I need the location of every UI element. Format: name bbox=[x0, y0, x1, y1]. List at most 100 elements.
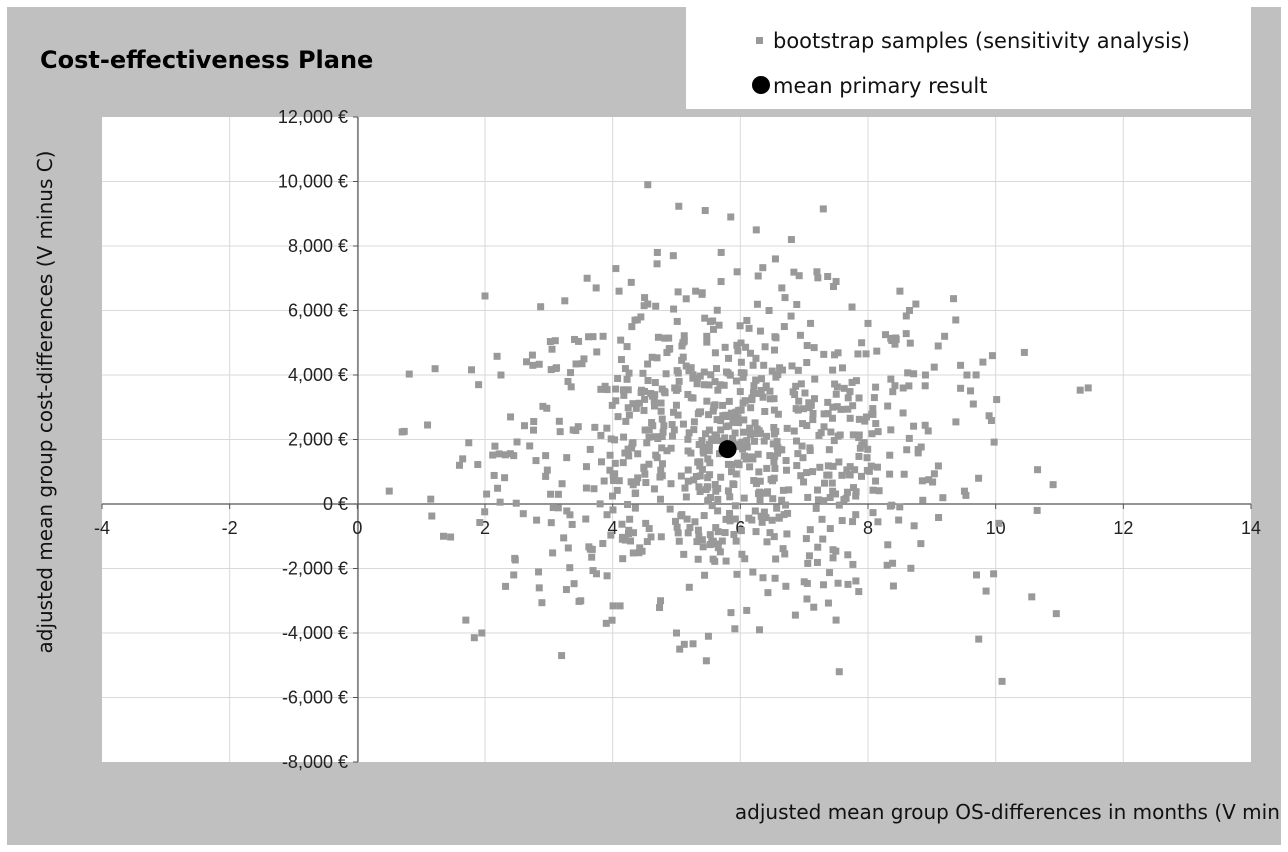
bootstrap-point bbox=[809, 416, 817, 424]
bootstrap-point bbox=[700, 381, 708, 389]
bootstrap-point bbox=[784, 509, 792, 517]
bootstrap-point bbox=[610, 477, 618, 485]
bootstrap-point bbox=[903, 446, 911, 454]
bootstrap-point bbox=[817, 429, 825, 437]
bootstrap-point bbox=[731, 440, 739, 448]
bootstrap-point bbox=[562, 586, 570, 594]
bootstrap-point bbox=[737, 358, 745, 366]
bootstrap-point bbox=[758, 489, 766, 497]
bootstrap-point bbox=[606, 466, 614, 474]
bootstrap-point bbox=[895, 516, 903, 524]
bootstrap-point bbox=[835, 501, 843, 509]
legend-entry-mean: mean primary result bbox=[773, 74, 988, 98]
bootstrap-point bbox=[754, 450, 762, 458]
bootstrap-point bbox=[586, 445, 594, 453]
bootstrap-point bbox=[607, 531, 615, 539]
bootstrap-point bbox=[674, 288, 682, 296]
bootstrap-point bbox=[704, 497, 712, 505]
bootstrap-point bbox=[746, 463, 754, 471]
bootstrap-point bbox=[735, 419, 743, 427]
bootstrap-point bbox=[979, 358, 987, 366]
bootstrap-point bbox=[617, 336, 625, 344]
bootstrap-point bbox=[669, 252, 677, 260]
bootstrap-point bbox=[759, 393, 767, 401]
bootstrap-point bbox=[869, 405, 877, 413]
bootstrap-point bbox=[803, 342, 811, 350]
bootstrap-point bbox=[752, 226, 760, 234]
bootstrap-point bbox=[636, 544, 644, 552]
bootstrap-point bbox=[900, 470, 908, 478]
bootstrap-point bbox=[872, 477, 880, 485]
bootstrap-point bbox=[551, 337, 559, 345]
bootstrap-point bbox=[782, 582, 790, 590]
bootstrap-point bbox=[385, 487, 393, 495]
bootstrap-point bbox=[663, 447, 671, 455]
bootstrap-point bbox=[867, 462, 875, 470]
bootstrap-point bbox=[831, 351, 839, 359]
bootstrap-point bbox=[828, 479, 836, 487]
bootstrap-point bbox=[615, 477, 623, 485]
bootstrap-point bbox=[657, 407, 665, 415]
bootstrap-point bbox=[493, 352, 501, 360]
bootstrap-point bbox=[675, 377, 683, 385]
bootstrap-point bbox=[631, 504, 639, 512]
bootstrap-point bbox=[899, 384, 907, 392]
bootstrap-point bbox=[787, 312, 795, 320]
bootstrap-point bbox=[654, 434, 662, 442]
bootstrap-point bbox=[844, 394, 852, 402]
bootstrap-point bbox=[761, 343, 769, 351]
bootstrap-point bbox=[698, 536, 706, 544]
bootstrap-point bbox=[673, 629, 680, 637]
bootstrap-point bbox=[519, 510, 527, 518]
bootstrap-point bbox=[829, 403, 837, 411]
bootstrap-point bbox=[623, 343, 631, 351]
tick-labels: -4-20246810121412,000 €10,000 €8,000 €6,… bbox=[94, 107, 1261, 772]
bootstrap-point bbox=[668, 432, 676, 440]
bootstrap-point bbox=[824, 272, 832, 280]
bootstrap-point bbox=[723, 413, 731, 421]
bootstrap-point bbox=[1034, 466, 1042, 474]
bootstrap-point bbox=[805, 552, 813, 560]
bootstrap-point bbox=[535, 360, 543, 368]
bootstrap-point bbox=[627, 478, 635, 486]
bootstrap-point bbox=[934, 342, 942, 350]
bootstrap-point bbox=[619, 386, 627, 394]
bootstrap-point bbox=[512, 499, 520, 507]
bootstrap-point bbox=[564, 377, 572, 385]
bootstrap-point bbox=[995, 519, 1003, 527]
bootstrap-point bbox=[705, 426, 713, 434]
bootstrap-point bbox=[572, 360, 580, 368]
bootstrap-point bbox=[869, 509, 877, 517]
bootstrap-point bbox=[910, 422, 918, 430]
x-tick-label: 12 bbox=[1113, 518, 1133, 538]
y-tick-label: 0 € bbox=[323, 494, 348, 514]
bootstrap-point bbox=[619, 459, 627, 467]
bootstrap-point bbox=[768, 367, 776, 375]
bootstrap-point bbox=[732, 377, 740, 385]
bootstrap-point bbox=[703, 397, 711, 405]
bootstrap-point bbox=[930, 470, 938, 478]
bootstrap-point bbox=[760, 508, 768, 516]
bootstrap-point bbox=[714, 507, 722, 515]
bootstrap-point bbox=[617, 356, 625, 364]
bootstrap-point bbox=[706, 471, 714, 479]
bootstrap-point bbox=[750, 382, 758, 390]
bootstrap-point bbox=[733, 570, 741, 578]
bootstrap-point bbox=[864, 445, 872, 453]
bootstrap-point bbox=[714, 485, 722, 493]
bootstrap-point bbox=[645, 426, 653, 434]
bootstrap-point bbox=[742, 455, 750, 463]
bootstrap-point bbox=[728, 468, 736, 476]
bootstrap-point bbox=[496, 498, 504, 506]
bootstrap-point bbox=[795, 272, 803, 280]
bootstrap-point bbox=[645, 525, 653, 533]
bootstrap-point bbox=[619, 533, 627, 541]
bootstrap-point bbox=[695, 483, 703, 491]
bootstrap-point bbox=[967, 387, 975, 395]
bootstrap-point bbox=[405, 370, 413, 378]
bootstrap-point bbox=[465, 439, 473, 447]
bootstrap-point bbox=[634, 474, 642, 482]
bootstrap-point bbox=[738, 550, 746, 558]
bootstrap-point bbox=[570, 580, 578, 588]
bootstrap-point bbox=[1049, 481, 1057, 489]
